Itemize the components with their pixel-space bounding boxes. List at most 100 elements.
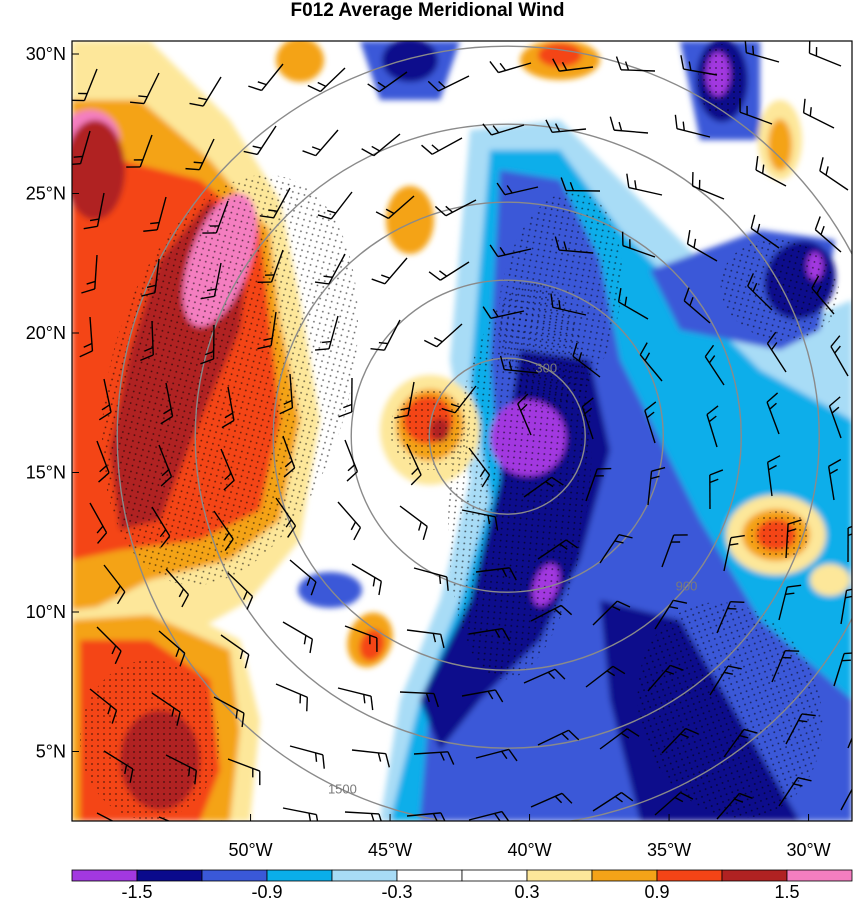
wind-barb xyxy=(833,652,852,687)
wind-barb xyxy=(130,72,160,105)
wind-barb xyxy=(840,787,852,811)
wind-contour-region xyxy=(538,43,582,67)
plot-frame xyxy=(71,40,853,822)
wind-barb xyxy=(691,172,725,200)
wind-barb xyxy=(189,76,222,107)
wind-barb xyxy=(344,439,359,482)
wind-barb xyxy=(441,385,477,414)
wind-barb xyxy=(221,386,235,429)
wind-barb xyxy=(344,625,378,652)
wind-barb xyxy=(560,177,601,192)
wind-barb xyxy=(461,509,499,531)
wind-barb xyxy=(654,599,688,630)
wind-barb xyxy=(475,567,517,581)
colorbar-swatch xyxy=(591,869,658,882)
wind-barb xyxy=(517,393,532,436)
wind-barb xyxy=(750,214,780,249)
colorbar-swatch xyxy=(201,869,268,882)
wind-barb xyxy=(592,600,631,626)
wind-barb xyxy=(98,378,112,421)
wind-barb xyxy=(802,98,835,129)
wind-barb xyxy=(723,534,745,572)
longitude-axis: 50°W 45°W 40°W 35°W 30°W xyxy=(228,814,831,860)
lon-tick-label: 35°W xyxy=(647,840,691,860)
wind-barb xyxy=(482,306,525,320)
wind-barb xyxy=(185,138,215,171)
wind-barb xyxy=(406,812,446,821)
wind-barb xyxy=(599,534,633,564)
stipple-region xyxy=(720,239,840,341)
colorbar-label: 0.9 xyxy=(644,882,669,900)
wind-barb xyxy=(755,156,787,187)
wind-barb xyxy=(654,791,694,816)
stipple-region xyxy=(497,191,623,409)
wind-barb xyxy=(771,649,800,683)
wind-barb xyxy=(96,440,110,483)
range-ring-labels: 300 900 1500 xyxy=(328,361,697,797)
colorbar-swatch xyxy=(656,869,723,882)
wind-barb xyxy=(552,58,594,72)
wind-barb xyxy=(79,316,94,358)
wind-barb xyxy=(468,447,491,488)
wind-contour-region xyxy=(276,41,324,82)
stipple-region xyxy=(80,660,220,820)
wind-contour-region xyxy=(382,41,438,82)
wind-barb xyxy=(406,443,422,486)
wind-barb xyxy=(428,261,470,281)
wind-barb xyxy=(554,236,594,254)
wind-barb xyxy=(739,98,773,125)
wind-barb xyxy=(315,315,339,351)
wind-barb xyxy=(706,405,719,448)
wind-barb xyxy=(686,230,718,262)
wind-barb xyxy=(89,688,118,724)
wind-barb xyxy=(496,182,539,196)
wind-barb xyxy=(337,501,362,541)
wind-barb xyxy=(716,792,753,820)
wind-barb xyxy=(361,133,401,157)
wind-barb xyxy=(126,134,153,168)
wind-contour-region xyxy=(768,119,792,171)
range-rings xyxy=(116,45,852,821)
colorbar-swatch xyxy=(786,869,853,882)
lat-tick-label: 20°N xyxy=(26,323,66,343)
colorbar-swatch xyxy=(721,869,788,882)
wind-barb xyxy=(243,125,277,156)
wind-barb xyxy=(785,713,816,745)
wind-barb xyxy=(96,626,122,665)
wind-barb xyxy=(716,601,745,634)
wind-barb xyxy=(828,396,842,439)
wind-barb xyxy=(499,355,539,374)
wind-barb xyxy=(72,68,98,102)
range-ring xyxy=(272,201,742,671)
colorbar-swatch xyxy=(526,869,593,882)
wind-barb xyxy=(143,196,167,232)
wind-barb xyxy=(811,275,835,315)
wind-barb xyxy=(406,629,445,649)
wind-barb xyxy=(302,129,339,157)
wind-barb xyxy=(158,816,171,821)
wind-barb xyxy=(337,687,374,711)
wind-barb xyxy=(151,692,181,726)
wind-contour-region xyxy=(359,629,385,661)
stipple-overlay xyxy=(80,44,840,820)
wind-barb xyxy=(808,41,842,67)
wind-barb xyxy=(581,397,594,440)
stipple-region xyxy=(750,511,810,559)
wind-contour-region xyxy=(72,120,125,220)
lat-tick-label: 5°N xyxy=(36,742,66,762)
wind-barb xyxy=(766,455,781,497)
wind-barb xyxy=(275,683,309,712)
wind-barb xyxy=(351,749,390,768)
wind-barb xyxy=(165,568,190,608)
wind-barb xyxy=(317,191,353,220)
wind-barb xyxy=(72,130,91,166)
wind-barb xyxy=(475,748,518,762)
wind-barb xyxy=(617,287,649,320)
wind-barb xyxy=(423,323,463,348)
wind-barb xyxy=(647,466,666,506)
wind-barb xyxy=(814,216,842,253)
range-ring xyxy=(116,45,852,821)
wind-barb xyxy=(778,584,802,621)
wind-barb xyxy=(227,572,254,610)
wind-barb xyxy=(289,745,325,769)
